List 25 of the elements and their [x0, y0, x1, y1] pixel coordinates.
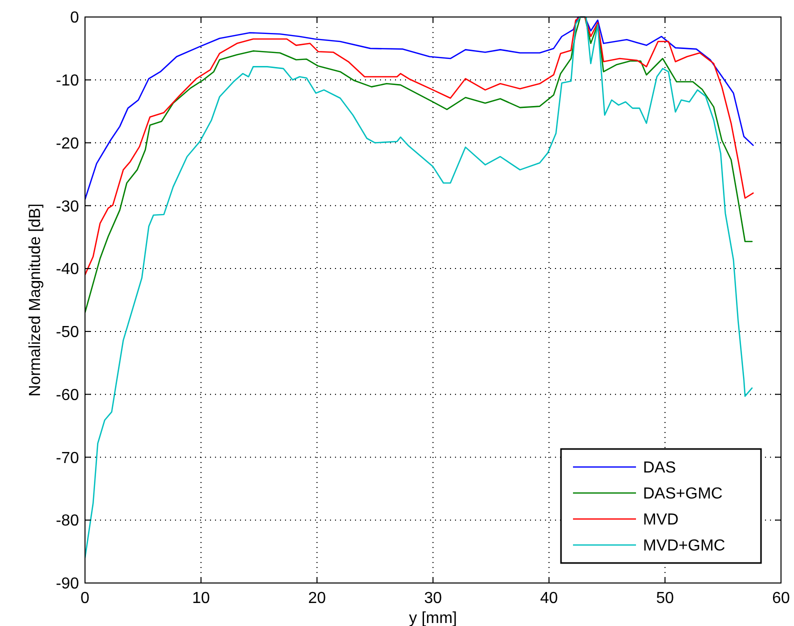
x-tick-label: 40 — [540, 590, 558, 607]
x-tick-label: 50 — [656, 590, 674, 607]
legend-label: MVD — [643, 512, 679, 529]
y-tick-label: -20 — [56, 135, 80, 152]
legend-label: DAS — [643, 460, 676, 477]
x-axis-title: y [mm] — [409, 610, 457, 626]
y-tick-label: -80 — [56, 512, 80, 530]
y-tick-label: -30 — [56, 198, 80, 216]
y-tick-label: -60 — [56, 386, 80, 404]
y-tick-label: 0 — [70, 10, 80, 27]
y-axis-title: Normalized Magnitude [dB] — [27, 204, 44, 396]
x-tick-label: 30 — [424, 590, 442, 607]
y-tick-label: -10 — [56, 72, 80, 90]
y-tick-label: -40 — [56, 261, 80, 278]
x-tick-label: 20 — [308, 590, 326, 607]
legend-label: DAS+GMC — [643, 486, 723, 503]
line-series — [85, 16, 753, 558]
x-tick-label: 10 — [192, 590, 210, 607]
legend-label: MVD+GMC — [643, 538, 726, 555]
line-series — [85, 16, 754, 200]
y-tick-label: -90 — [56, 576, 80, 593]
y-tick-label: -50 — [56, 324, 80, 342]
x-tick-label: 60 — [772, 590, 790, 607]
y-tick-label: -70 — [56, 450, 80, 467]
x-tick-label: 0 — [80, 590, 90, 607]
